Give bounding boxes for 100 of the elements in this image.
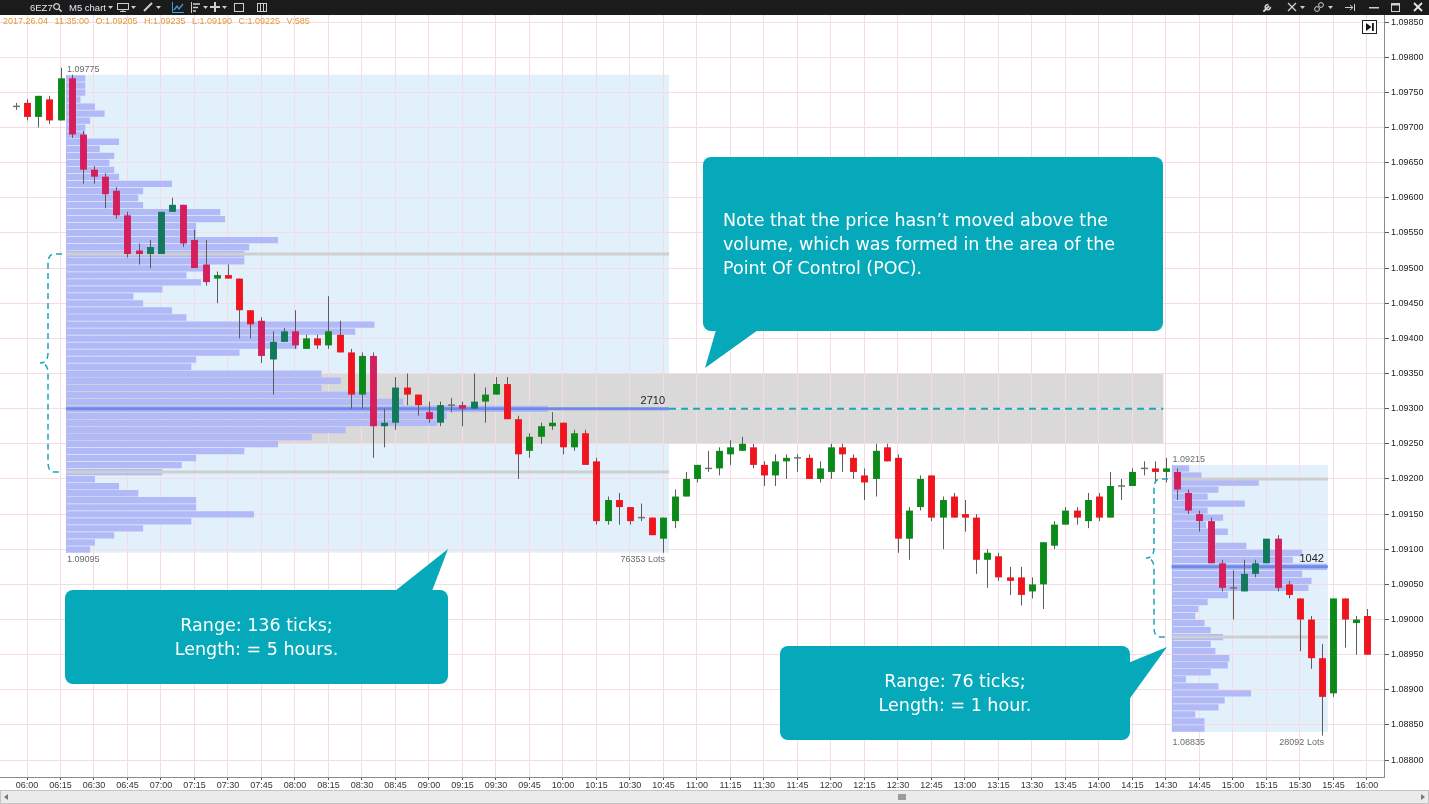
candlestick bbox=[839, 443, 846, 473]
candlestick bbox=[426, 401, 433, 424]
y-tick-label: 1.09150 bbox=[1391, 508, 1424, 519]
x-tick-label: 12:45 bbox=[920, 779, 943, 790]
candlestick bbox=[984, 548, 991, 589]
x-tick-label: 08:15 bbox=[317, 779, 340, 790]
y-tick-label: 1.09650 bbox=[1391, 157, 1424, 168]
candlestick bbox=[526, 432, 533, 459]
y-tick-label: 1.09550 bbox=[1391, 227, 1424, 238]
annotation: 1.09215 bbox=[1172, 453, 1206, 464]
y-tick-label: 1.09300 bbox=[1391, 403, 1424, 414]
candlestick bbox=[404, 373, 411, 406]
candlestick bbox=[292, 309, 299, 350]
x-tick-label: 10:15 bbox=[585, 779, 608, 790]
annotation: 1.09095 bbox=[67, 553, 100, 564]
candlestick bbox=[861, 467, 868, 501]
candlestick bbox=[951, 492, 958, 519]
candlestick bbox=[940, 496, 947, 550]
x-tick-label: 06:45 bbox=[116, 779, 139, 790]
y-tick-label: 1.09450 bbox=[1391, 297, 1424, 308]
y-tick-label: 1.09100 bbox=[1391, 543, 1424, 554]
x-tick-label: 06:00 bbox=[15, 779, 39, 790]
candlestick bbox=[203, 239, 210, 287]
y-tick-label: 1.09600 bbox=[1391, 192, 1424, 203]
candlestick bbox=[247, 309, 254, 339]
x-tick-label: 10:00 bbox=[551, 779, 575, 790]
candlestick bbox=[270, 330, 277, 396]
candlestick bbox=[772, 453, 779, 487]
candlestick bbox=[850, 453, 857, 480]
annotation: 1042 bbox=[1299, 552, 1324, 565]
candlestick bbox=[482, 387, 489, 424]
candlestick bbox=[35, 95, 42, 128]
candlestick bbox=[102, 172, 109, 209]
x-tick-label: 15:15 bbox=[1255, 779, 1278, 790]
annotation: 2017.26.04 11:35:00 O:1.09205 H:1.09235 L:1.09190 C:1.09225 V:585 bbox=[3, 16, 310, 27]
y-tick-label: 1.09700 bbox=[1391, 121, 1424, 132]
candlestick bbox=[1117, 478, 1126, 501]
candlestick bbox=[683, 471, 690, 498]
candlestick bbox=[136, 242, 143, 266]
x-tick-label: 14:15 bbox=[1121, 779, 1144, 790]
y-tick-label: 1.09400 bbox=[1391, 332, 1424, 343]
x-tick-label: 16:00 bbox=[1355, 779, 1379, 790]
annotation: Range: 136 ticks; Length: = 5 hours. bbox=[174, 614, 339, 661]
candlestick bbox=[716, 446, 723, 476]
y-tick-label: 1.09350 bbox=[1391, 367, 1424, 378]
annotation: 76353 Lots bbox=[620, 553, 666, 564]
x-tick-label: 09:45 bbox=[518, 779, 541, 790]
y-tick-label: 1.08800 bbox=[1391, 754, 1424, 765]
candlestick bbox=[1229, 569, 1238, 621]
y-tick-label: 1.09200 bbox=[1391, 473, 1424, 484]
annotation: 1.08835 bbox=[1172, 736, 1206, 747]
annotation: 2710 bbox=[640, 394, 666, 407]
annotation: 28092 Lots bbox=[1279, 736, 1325, 747]
candlestick bbox=[1174, 467, 1181, 501]
x-tick-label: 12:15 bbox=[853, 779, 876, 790]
y-tick-label: 1.08950 bbox=[1391, 649, 1424, 660]
y-tick-label: 1.09850 bbox=[1391, 16, 1424, 27]
x-tick-label: 15:45 bbox=[1322, 779, 1345, 790]
x-tick-label: 15:00 bbox=[1221, 779, 1245, 790]
x-tick-label: 11:00 bbox=[686, 779, 708, 790]
candlestick bbox=[337, 320, 344, 353]
x-tick-label: 11:45 bbox=[786, 779, 809, 790]
candlestick bbox=[571, 429, 578, 452]
x-tick-label: 12:00 bbox=[819, 779, 843, 790]
y-tick-label: 1.09500 bbox=[1391, 262, 1424, 273]
x-tick-label: 13:45 bbox=[1054, 779, 1077, 790]
y-tick-label: 1.09000 bbox=[1391, 614, 1424, 625]
x-tick-label: 15:30 bbox=[1288, 779, 1312, 790]
annotation: Range: 76 ticks; Length: = 1 hour. bbox=[878, 670, 1032, 717]
y-tick-label: 1.09050 bbox=[1391, 578, 1424, 589]
candlestick bbox=[1085, 492, 1092, 529]
x-tick-label: 08:00 bbox=[283, 779, 307, 790]
x-tick-label: 07:45 bbox=[250, 779, 273, 790]
candlestick bbox=[325, 295, 332, 350]
x-tick-label: 14:45 bbox=[1188, 779, 1211, 790]
x-tick-label: 07:00 bbox=[149, 779, 173, 790]
candlestick bbox=[806, 453, 813, 480]
candlestick bbox=[1342, 597, 1349, 649]
candlestick bbox=[1185, 488, 1192, 515]
x-tick-label: 07:30 bbox=[216, 779, 240, 790]
x-tick-label: 06:15 bbox=[49, 779, 72, 790]
x-tick-label: 11:30 bbox=[753, 779, 775, 790]
candlestick bbox=[1241, 559, 1248, 592]
candlestick bbox=[24, 98, 31, 121]
candlestick bbox=[1196, 510, 1203, 533]
annotation: 1.09775 bbox=[67, 63, 100, 74]
annotation: Note that the price hasn’t moved above the volume, which was formed in the area of the Point Of Control (POC). bbox=[723, 209, 1115, 280]
x-tick-label: 09:30 bbox=[484, 779, 508, 790]
candlestick bbox=[46, 95, 53, 125]
candlestick bbox=[660, 517, 667, 554]
candlestick bbox=[616, 492, 623, 526]
candlestick bbox=[437, 401, 444, 427]
chart-subtitle: M5 chart bbox=[69, 1, 106, 14]
candlestick bbox=[962, 499, 969, 533]
candlestick bbox=[750, 443, 757, 469]
x-tick-label: 13:00 bbox=[953, 779, 977, 790]
candlestick bbox=[1018, 566, 1025, 606]
x-tick-label: 07:15 bbox=[183, 779, 206, 790]
candlestick bbox=[214, 271, 221, 304]
x-tick-label: 10:45 bbox=[652, 779, 675, 790]
